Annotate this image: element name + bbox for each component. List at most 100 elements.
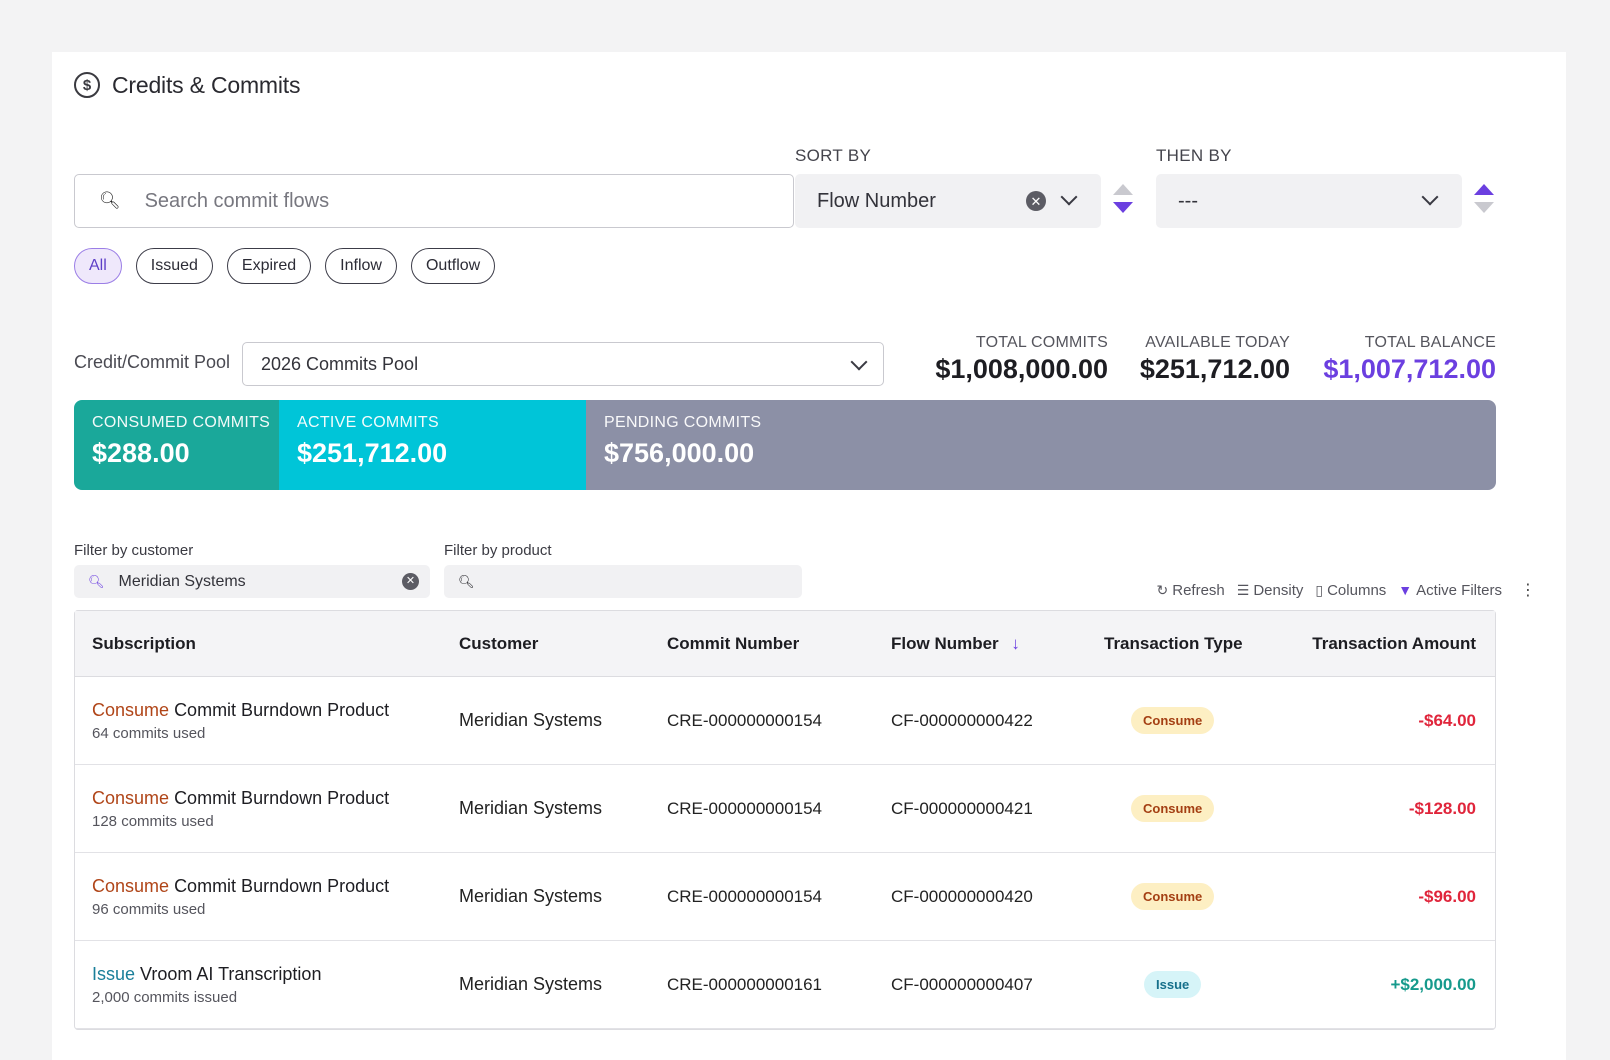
search-icon: 🔍︎ — [458, 573, 475, 589]
then-descending-icon[interactable] — [1474, 202, 1494, 213]
chip-issued[interactable]: Issued — [135, 248, 213, 284]
subscription-note: 128 commits used — [92, 812, 214, 830]
transaction-type-cell: Consume — [1131, 677, 1215, 764]
page-title: Credits & Commits — [112, 71, 301, 98]
subscription-name: Consume Commit Burndown Product — [92, 876, 389, 897]
type-badge: Consume — [1131, 883, 1215, 910]
transaction-amount-cell: -$96.00 — [1418, 886, 1476, 906]
total-commits-value: $1,008,000.00 — [935, 354, 1108, 384]
subscription-cell: Consume Commit Burndown Product 64 commi… — [92, 677, 389, 764]
pending-value: $756,000.00 — [604, 438, 755, 468]
subscription-cell: Consume Commit Burndown Product 128 comm… — [92, 765, 389, 852]
active-label: ACTIVE COMMITS — [297, 414, 439, 431]
flow-number-cell: CF-000000000422 — [891, 710, 1033, 730]
total-balance-value: $1,007,712.00 — [1323, 354, 1496, 384]
type-badge: Consume — [1131, 707, 1215, 734]
type-badge: Consume — [1131, 795, 1215, 822]
col-commit-number[interactable]: Commit Number — [667, 633, 800, 653]
subscription-cell: Consume Commit Burndown Product 96 commi… — [92, 853, 389, 940]
subscription-product: Vroom AI Transcription — [140, 963, 322, 984]
subscription-name: Consume Commit Burndown Product — [92, 788, 389, 809]
sort-by-label: SORT BY — [795, 146, 872, 165]
total-balance-stat: TOTAL BALANCE $1,007,712.00 — [1323, 334, 1496, 385]
then-by-select[interactable]: --- — [1156, 174, 1462, 228]
sort-by-value: Flow Number — [817, 189, 936, 212]
page-header: $ Credits & Commits — [74, 68, 300, 102]
refresh-button[interactable]: ↻ Refresh — [1157, 582, 1225, 599]
main-card: $ Credits & Commits 🔍︎ All Issued Expire… — [52, 52, 1566, 1060]
clear-sort-icon[interactable]: ✕ — [1026, 191, 1046, 211]
available-today-stat: AVAILABLE TODAY $251,712.00 — [1140, 334, 1290, 385]
chip-outflow[interactable]: Outflow — [410, 248, 496, 284]
product-filter[interactable]: 🔍︎ — [444, 565, 802, 598]
chevron-down-icon — [850, 353, 868, 371]
transaction-type-cell: Issue — [1144, 941, 1202, 1028]
then-by-value: --- — [1178, 189, 1198, 212]
columns-button[interactable]: ▯ Columns — [1315, 582, 1386, 599]
chevron-down-icon — [1060, 188, 1078, 206]
consumed-label: CONSUMED COMMITS — [92, 414, 271, 431]
flow-number-cell: CF-000000000420 — [891, 886, 1033, 906]
then-by-label: THEN BY — [1156, 146, 1232, 165]
subscription-name: Consume Commit Burndown Product — [92, 700, 389, 721]
table-row[interactable]: Consume Commit Burndown Product 128 comm… — [75, 765, 1495, 853]
customer-filter-label: Filter by customer — [74, 542, 194, 559]
customer-filter[interactable]: 🔍︎ Meridian Systems ✕ — [74, 565, 430, 598]
chip-all[interactable]: All — [74, 248, 122, 284]
total-commits-stat: TOTAL COMMITS $1,008,000.00 — [935, 334, 1108, 385]
chip-expired[interactable]: Expired — [226, 248, 312, 284]
col-transaction-type[interactable]: Transaction Type — [1104, 633, 1243, 653]
columns-icon: ▯ — [1315, 581, 1324, 598]
flow-filter-chips: All Issued Expired Inflow Outflow — [74, 248, 496, 284]
chip-inflow[interactable]: Inflow — [325, 248, 397, 284]
col-customer[interactable]: Customer — [459, 633, 539, 653]
subscription-note: 96 commits used — [92, 900, 206, 918]
refresh-icon: ↻ — [1156, 581, 1169, 598]
flow-number-cell: CF-000000000407 — [891, 974, 1033, 994]
then-ascending-icon[interactable] — [1474, 184, 1494, 195]
customer-cell: Meridian Systems — [459, 710, 603, 730]
sort-ascending-icon[interactable] — [1113, 184, 1133, 195]
table-header: Subscription Customer Commit Number Flow… — [75, 611, 1495, 677]
customer-cell: Meridian Systems — [459, 974, 603, 994]
subscription-keyword: Consume — [92, 787, 170, 808]
active-filters-label: Active Filters — [1416, 581, 1502, 599]
transaction-amount-cell: +$2,000.00 — [1390, 974, 1476, 994]
active-filters-button[interactable]: ▼ Active Filters — [1398, 582, 1502, 599]
col-transaction-amount[interactable]: Transaction Amount — [1312, 633, 1476, 653]
pool-select[interactable]: 2026 Commits Pool — [242, 342, 884, 386]
commit-flows-table: Subscription Customer Commit Number Flow… — [74, 610, 1496, 1030]
transaction-amount-cell: -$128.00 — [1408, 798, 1476, 818]
col-flow-number[interactable]: Flow Number ↓ — [891, 634, 1020, 654]
col-subscription[interactable]: Subscription — [92, 633, 196, 653]
then-direction-toggle[interactable] — [1473, 180, 1495, 220]
search-input[interactable] — [144, 189, 745, 213]
table-row[interactable]: Consume Commit Burndown Product 64 commi… — [75, 677, 1495, 765]
pool-label: Credit/Commit Pool — [74, 352, 231, 372]
window-frame: $ Credits & Commits 🔍︎ All Issued Expire… — [4, 4, 1606, 1060]
table-row[interactable]: Issue Vroom AI Transcription 2,000 commi… — [75, 941, 1495, 1029]
sort-by-select[interactable]: Flow Number ✕ — [795, 174, 1101, 228]
available-today-value: $251,712.00 — [1139, 354, 1290, 384]
density-label: Density — [1253, 581, 1304, 599]
sort-direction-toggle[interactable] — [1112, 180, 1134, 220]
customer-filter-value: Meridian Systems — [118, 572, 246, 590]
density-button[interactable]: ☰ Density — [1237, 582, 1304, 599]
sort-descending-icon[interactable] — [1113, 202, 1133, 213]
active-commits-segment: ACTIVE COMMITS $251,712.00 — [279, 400, 586, 490]
more-options-icon[interactable]: ⋮ — [1520, 582, 1536, 599]
search-box[interactable]: 🔍︎ — [74, 174, 794, 228]
clear-customer-icon[interactable]: ✕ — [402, 573, 419, 590]
consumed-commits-segment: CONSUMED COMMITS $288.00 — [74, 400, 279, 490]
available-today-label: AVAILABLE TODAY — [1145, 334, 1290, 351]
commit-number-cell: CRE-000000000154 — [667, 886, 823, 906]
columns-label: Columns — [1327, 581, 1387, 599]
table-row[interactable]: Consume Commit Burndown Product 96 commi… — [75, 853, 1495, 941]
pool-value: 2026 Commits Pool — [261, 353, 419, 374]
transaction-type-cell: Consume — [1131, 765, 1215, 852]
pending-label: PENDING COMMITS — [604, 414, 762, 431]
commit-number-cell: CRE-000000000161 — [667, 974, 823, 994]
commit-number-cell: CRE-000000000154 — [667, 710, 823, 730]
subscription-cell: Issue Vroom AI Transcription 2,000 commi… — [92, 941, 321, 1028]
total-balance-label: TOTAL BALANCE — [1364, 334, 1496, 351]
